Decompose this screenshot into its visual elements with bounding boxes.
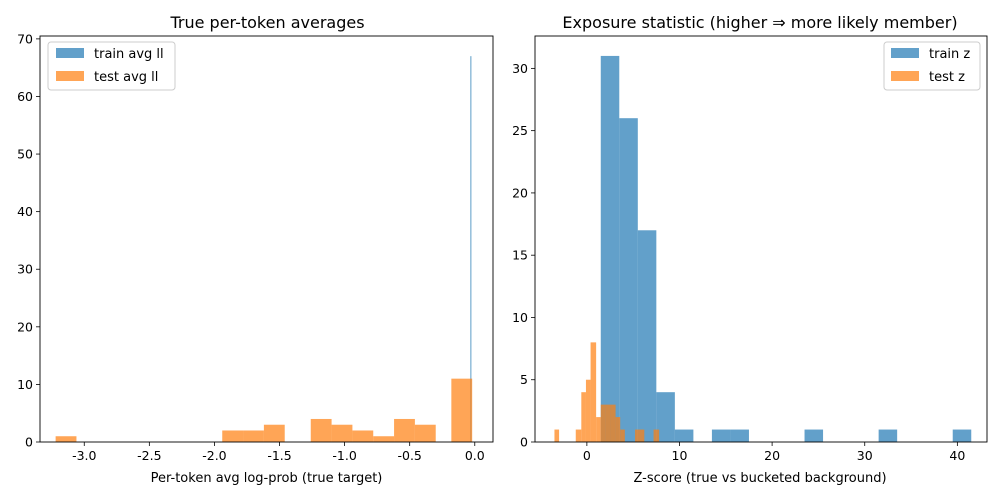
left-bar-test-7: [373, 436, 395, 442]
right-y-tick-label-3: 15: [512, 248, 528, 263]
left-bar-test-1: [222, 430, 244, 442]
right-bar-test-0: [554, 429, 560, 442]
right-x-ticks: 0 10 20 30 40: [583, 442, 965, 463]
left-bar-test-10: [451, 378, 473, 442]
left-bar-test-0: [55, 436, 77, 442]
right-bar-test-6: [600, 404, 606, 442]
right-legend-swatch-train: [891, 48, 919, 58]
right-bar-train-3: [656, 392, 675, 442]
right-bars: [554, 55, 972, 442]
left-x-tick-label-1: -2.5: [137, 448, 161, 463]
left-x-tick-label-2: -2.0: [202, 448, 226, 463]
right-bar-train-8: [878, 429, 898, 442]
left-bars: [55, 56, 473, 442]
left-bar-test-5: [331, 424, 353, 442]
right-bar-test-4: [590, 342, 597, 442]
right-bar-test-12: [653, 429, 660, 442]
left-y-ticks: 0 10 20 30 40 50 60 70: [17, 31, 40, 450]
left-y-tick-label-6: 60: [17, 89, 33, 104]
left-histogram-panel: True per-token averages -3.0 -2.5 -2.0 -1.5…: [17, 13, 494, 486]
right-legend-label-test: test z: [929, 70, 965, 85]
right-bar-test-3: [585, 379, 591, 442]
right-y-ticks: 0 5 10 15 20 25 30: [512, 61, 535, 450]
right-x-tick-label-2: 20: [764, 448, 780, 463]
left-bar-test-4: [310, 418, 332, 442]
left-y-tick-label-4: 40: [17, 204, 33, 219]
left-chart-title: True per-token averages: [169, 13, 364, 32]
left-y-tick-label-2: 20: [17, 319, 33, 334]
right-legend: train z test z: [883, 41, 981, 91]
right-bar-train-4: [674, 429, 694, 442]
left-legend-swatch-test: [56, 71, 84, 81]
left-bar-test-8: [394, 418, 415, 442]
right-bar-test-5: [596, 417, 601, 442]
right-bar-test-11: [635, 429, 645, 442]
left-x-tick-label-6: 0.0: [465, 448, 485, 463]
right-bar-train-6: [730, 429, 749, 442]
right-bar-train-5: [711, 429, 731, 442]
right-bar-train-1: [619, 118, 638, 442]
left-y-tick-label-5: 50: [17, 147, 33, 162]
right-chart-title: Exposure statistic (higher ⇒ more likely…: [562, 13, 957, 32]
right-bar-train-0: [600, 55, 620, 442]
right-bar-train-9: [952, 429, 972, 442]
right-y-tick-label-1: 5: [520, 372, 528, 387]
left-x-ticks: -3.0 -2.5 -2.0 -1.5 -1.0 -0.5 0.0: [72, 442, 485, 463]
right-bar-test-2: [581, 392, 586, 442]
left-legend-swatch-train: [56, 48, 84, 58]
left-bar-test-2: [243, 430, 264, 442]
left-y-tick-label-0: 0: [25, 435, 33, 450]
right-y-tick-label-5: 25: [512, 123, 528, 138]
right-x-tick-label-3: 30: [857, 448, 873, 463]
left-y-tick-label-3: 30: [17, 262, 33, 277]
left-bar-test-6: [352, 430, 374, 442]
right-y-tick-label-6: 30: [512, 61, 528, 76]
left-x-tick-label-0: -3.0: [72, 448, 96, 463]
right-bar-test-8: [610, 404, 616, 442]
right-bar-train-7: [804, 429, 824, 442]
left-y-tick-label-7: 70: [17, 31, 33, 46]
right-x-tick-label-1: 10: [672, 448, 688, 463]
left-legend-label-test: test avg ll: [94, 70, 158, 85]
right-bar-test-7: [605, 404, 611, 442]
right-bar-test-10: [620, 429, 625, 442]
right-legend-label-train: train z: [929, 47, 970, 62]
right-legend-swatch-test: [891, 71, 919, 81]
right-histogram-panel: Exposure statistic (higher ⇒ more likely…: [512, 13, 988, 486]
left-axes-frame: [39, 35, 494, 443]
left-legend: train avg ll test avg ll: [47, 41, 176, 91]
right-bar-train-2: [637, 230, 657, 442]
right-x-tick-label-4: 40: [949, 448, 965, 463]
left-bar-test-9: [414, 424, 436, 442]
right-y-tick-label-4: 20: [512, 185, 528, 200]
left-y-tick-label-1: 10: [17, 377, 33, 392]
right-x-axis-label: Z-score (true vs bucketed background): [633, 471, 886, 486]
right-x-tick-label-0: 0: [583, 448, 591, 463]
right-bar-test-1: [575, 429, 582, 442]
right-axes-frame: [534, 35, 988, 443]
left-bar-train-0: [470, 56, 472, 442]
left-x-axis-label: Per-token avg log-prob (true target): [151, 471, 383, 486]
right-y-tick-label-0: 0: [520, 435, 528, 450]
left-x-tick-label-5: -0.5: [397, 448, 421, 463]
right-bar-test-9: [615, 417, 621, 442]
left-legend-label-train: train avg ll: [94, 47, 164, 62]
left-x-tick-label-4: -1.0: [332, 448, 356, 463]
left-bar-test-3: [263, 424, 285, 442]
right-y-tick-label-2: 10: [512, 310, 528, 325]
left-x-tick-label-3: -1.5: [267, 448, 291, 463]
